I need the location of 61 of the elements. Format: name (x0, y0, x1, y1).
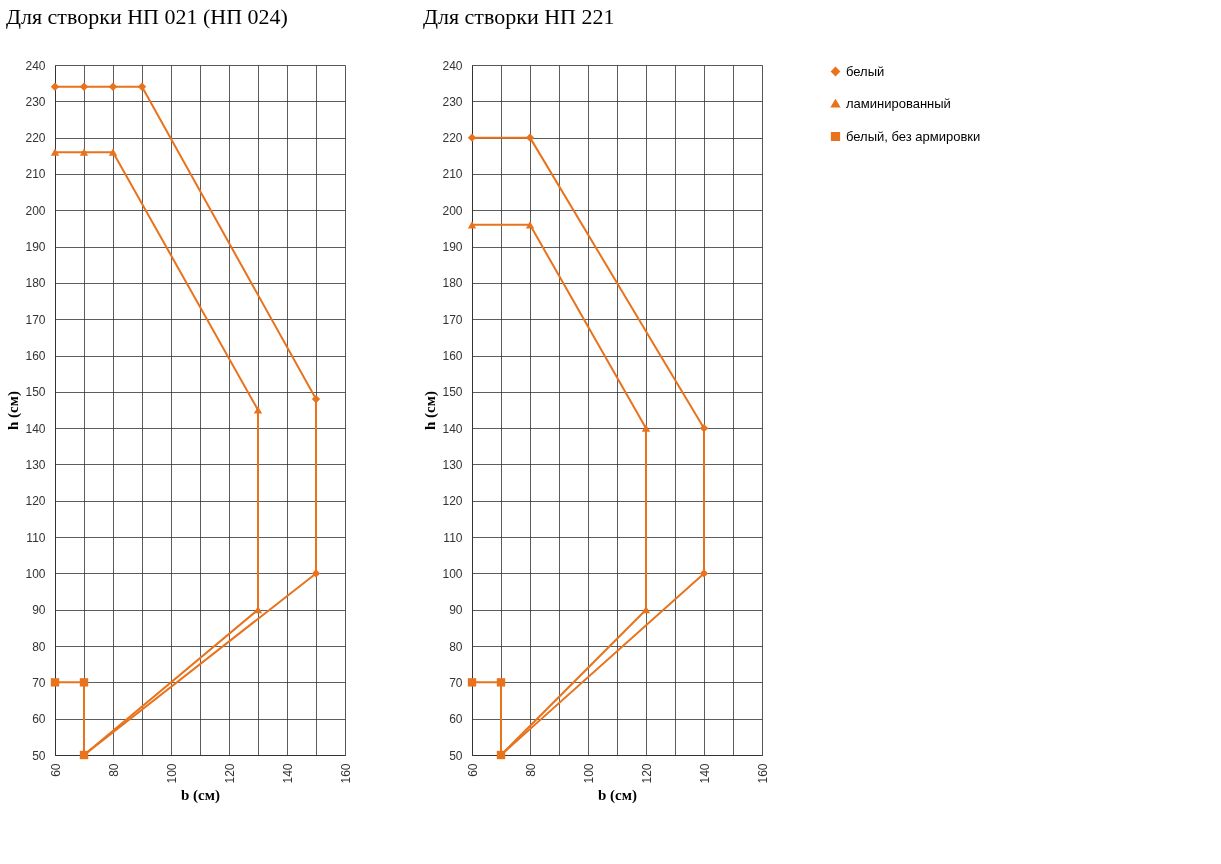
y-tick-label: 200 (25, 203, 46, 218)
x-axis-title: b (см) (598, 786, 637, 804)
x-tick-label: 120 (222, 763, 237, 784)
y-tick-label: 170 (25, 312, 46, 327)
y-tick-label: 110 (26, 530, 46, 545)
x-tick-label: 100 (581, 763, 596, 784)
y-tick-label: 220 (442, 131, 463, 146)
y-tick-label: 100 (442, 566, 463, 581)
y-tick-label: 220 (25, 131, 46, 146)
y-tick-label: 80 (32, 639, 46, 654)
y-axis-title: h (см) (5, 391, 23, 430)
legend-label: белый, без армировки (846, 128, 981, 144)
y-tick-label: 70 (32, 675, 46, 690)
y-tick-label: 160 (442, 349, 463, 364)
y-tick-label: 240 (25, 58, 46, 73)
x-tick-label: 160 (755, 763, 770, 784)
x-tick-label: 120 (639, 763, 654, 784)
y-tick-label: 90 (449, 603, 463, 618)
y-tick-label: 150 (442, 385, 463, 400)
x-tick-label: 160 (338, 763, 353, 784)
y-tick-label: 210 (25, 167, 46, 182)
legend-label: ламинированный (846, 95, 951, 111)
y-tick-label: 240 (442, 58, 463, 73)
y-tick-label: 140 (442, 421, 463, 436)
y-tick-label: 110 (443, 530, 463, 545)
y-tick-label: 120 (25, 494, 46, 509)
y-tick-label: 170 (442, 312, 463, 327)
y-tick-label: 200 (442, 203, 463, 218)
x-tick-label: 140 (280, 763, 295, 784)
y-tick-label: 190 (442, 240, 463, 255)
x-tick-label: 100 (164, 763, 179, 784)
y-tick-label: 90 (32, 603, 46, 618)
y-tick-label: 180 (25, 276, 46, 291)
y-tick-label: 50 (449, 748, 463, 763)
y-tick-label: 120 (442, 494, 463, 509)
y-tick-label: 190 (25, 240, 46, 255)
x-tick-label: 80 (106, 763, 121, 777)
y-tick-label: 210 (442, 167, 463, 182)
y-tick-label: 130 (442, 457, 463, 472)
x-tick-label: 80 (523, 763, 538, 777)
y-tick-label: 100 (25, 566, 46, 581)
y-tick-label: 160 (25, 349, 46, 364)
y-tick-label: 150 (25, 385, 46, 400)
y-tick-label: 80 (449, 639, 463, 654)
y-tick-label: 60 (449, 712, 463, 727)
x-tick-label: 60 (465, 763, 480, 777)
x-tick-label: 60 (48, 763, 63, 777)
y-tick-label: 230 (25, 94, 46, 109)
y-tick-label: 50 (32, 748, 46, 763)
legend-label: белый (846, 63, 885, 79)
chart-title: Для створки НП 221 (422, 4, 615, 29)
y-tick-label: 70 (449, 675, 463, 690)
chart-title: Для створки НП 021 (НП 024) (5, 4, 288, 29)
y-tick-label: 140 (25, 421, 46, 436)
y-tick-label: 230 (442, 94, 463, 109)
y-tick-label: 180 (442, 276, 463, 291)
x-tick-label: 140 (697, 763, 712, 784)
y-tick-label: 130 (25, 457, 46, 472)
x-axis-title: b (см) (181, 786, 220, 804)
y-tick-label: 60 (32, 712, 46, 727)
y-axis-title: h (см) (422, 391, 440, 430)
